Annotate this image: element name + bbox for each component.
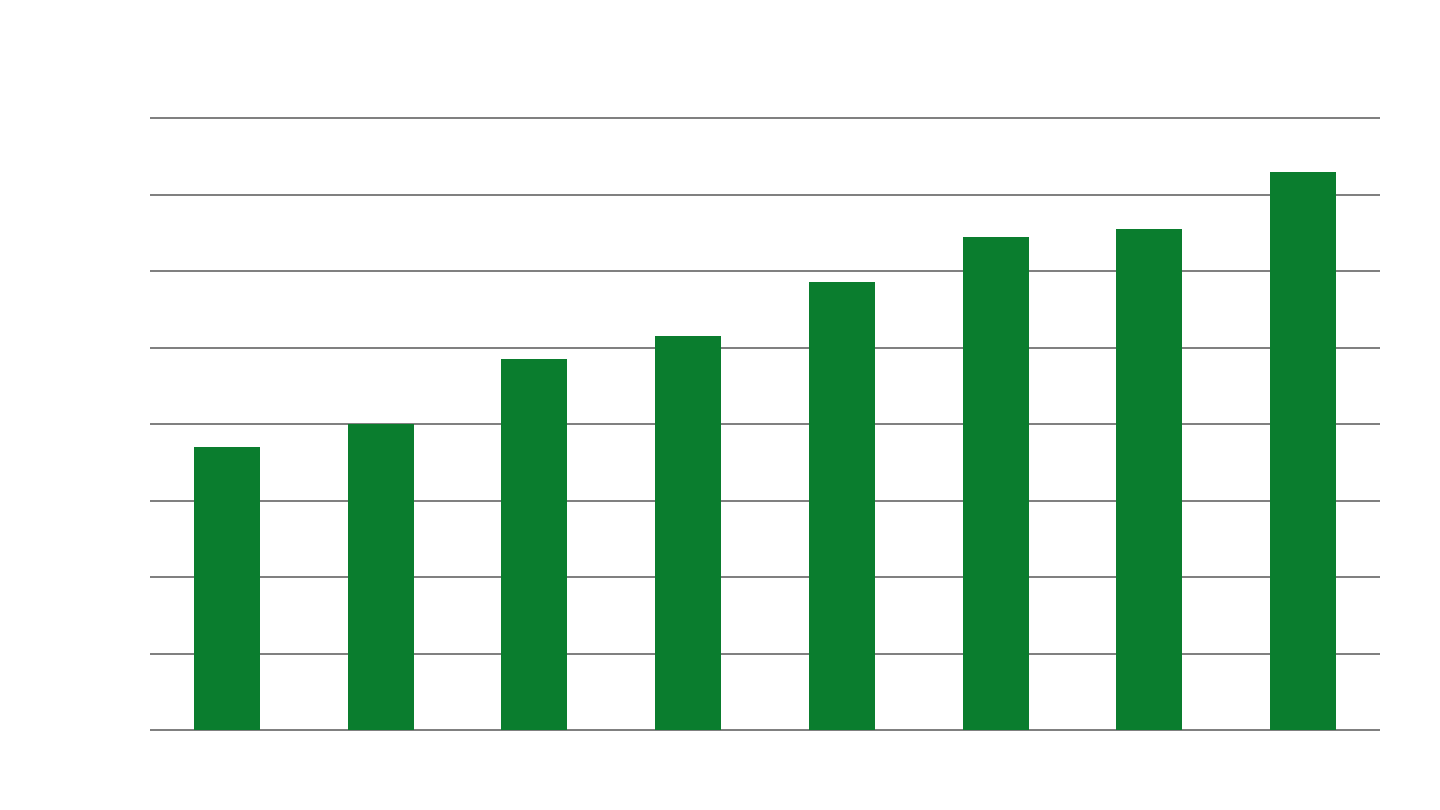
bars-group bbox=[150, 118, 1380, 730]
bar bbox=[963, 237, 1029, 730]
bar-chart bbox=[0, 0, 1440, 810]
bar bbox=[1270, 172, 1336, 730]
bar bbox=[348, 424, 414, 730]
bar bbox=[194, 447, 260, 730]
bar bbox=[501, 359, 567, 730]
bar bbox=[809, 282, 875, 730]
bar bbox=[655, 336, 721, 730]
bar bbox=[1116, 229, 1182, 730]
plot-area bbox=[150, 118, 1380, 730]
